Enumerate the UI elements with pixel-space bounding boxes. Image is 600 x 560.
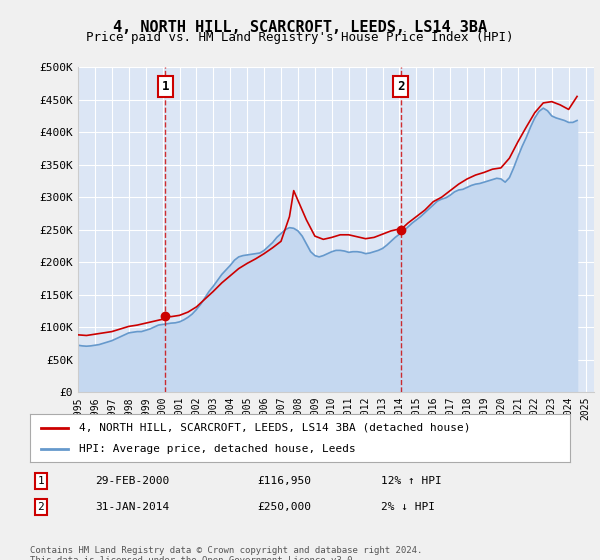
Text: £250,000: £250,000 bbox=[257, 502, 311, 512]
Text: 1: 1 bbox=[37, 476, 44, 486]
Text: 2: 2 bbox=[37, 502, 44, 512]
Text: 2: 2 bbox=[397, 80, 404, 93]
Text: 4, NORTH HILL, SCARCROFT, LEEDS, LS14 3BA: 4, NORTH HILL, SCARCROFT, LEEDS, LS14 3B… bbox=[113, 20, 487, 35]
Text: 29-FEB-2000: 29-FEB-2000 bbox=[95, 476, 169, 486]
Text: 2% ↓ HPI: 2% ↓ HPI bbox=[381, 502, 435, 512]
Text: 31-JAN-2014: 31-JAN-2014 bbox=[95, 502, 169, 512]
Text: Price paid vs. HM Land Registry's House Price Index (HPI): Price paid vs. HM Land Registry's House … bbox=[86, 31, 514, 44]
Text: 12% ↑ HPI: 12% ↑ HPI bbox=[381, 476, 442, 486]
Text: 1: 1 bbox=[161, 80, 169, 93]
Text: 4, NORTH HILL, SCARCROFT, LEEDS, LS14 3BA (detached house): 4, NORTH HILL, SCARCROFT, LEEDS, LS14 3B… bbox=[79, 423, 470, 433]
Text: HPI: Average price, detached house, Leeds: HPI: Average price, detached house, Leed… bbox=[79, 444, 355, 454]
Text: Contains HM Land Registry data © Crown copyright and database right 2024.
This d: Contains HM Land Registry data © Crown c… bbox=[30, 546, 422, 560]
Text: £116,950: £116,950 bbox=[257, 476, 311, 486]
